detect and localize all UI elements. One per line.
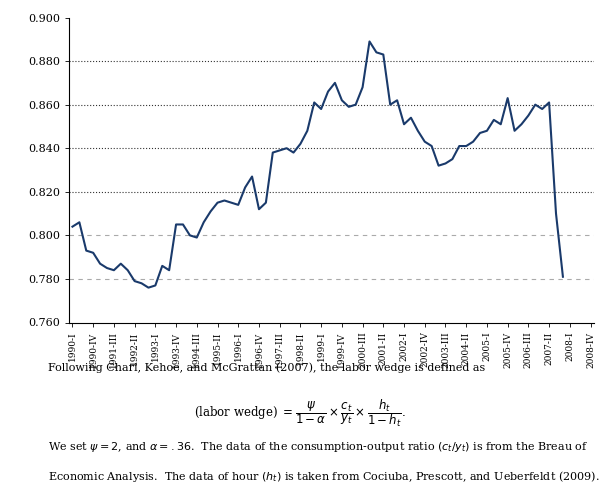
Text: We set $\psi = 2$, and $\alpha = .36$.  The data of the consumption-output ratio: We set $\psi = 2$, and $\alpha = .36$. T… bbox=[48, 440, 589, 454]
Text: Following Chari, Kehoe, and McGrattan (2007), the labor wedge is defined as: Following Chari, Kehoe, and McGrattan (2… bbox=[48, 362, 485, 373]
Text: Economic Analysis.  The data of hour $(h_t)$ is taken from Cociuba, Prescott, an: Economic Analysis. The data of hour $(h_… bbox=[48, 469, 599, 484]
Text: (labor wedge) $= \dfrac{\psi}{1-\alpha} \times \dfrac{c_t}{y_t} \times \dfrac{h_: (labor wedge) $= \dfrac{\psi}{1-\alpha} … bbox=[194, 398, 406, 430]
